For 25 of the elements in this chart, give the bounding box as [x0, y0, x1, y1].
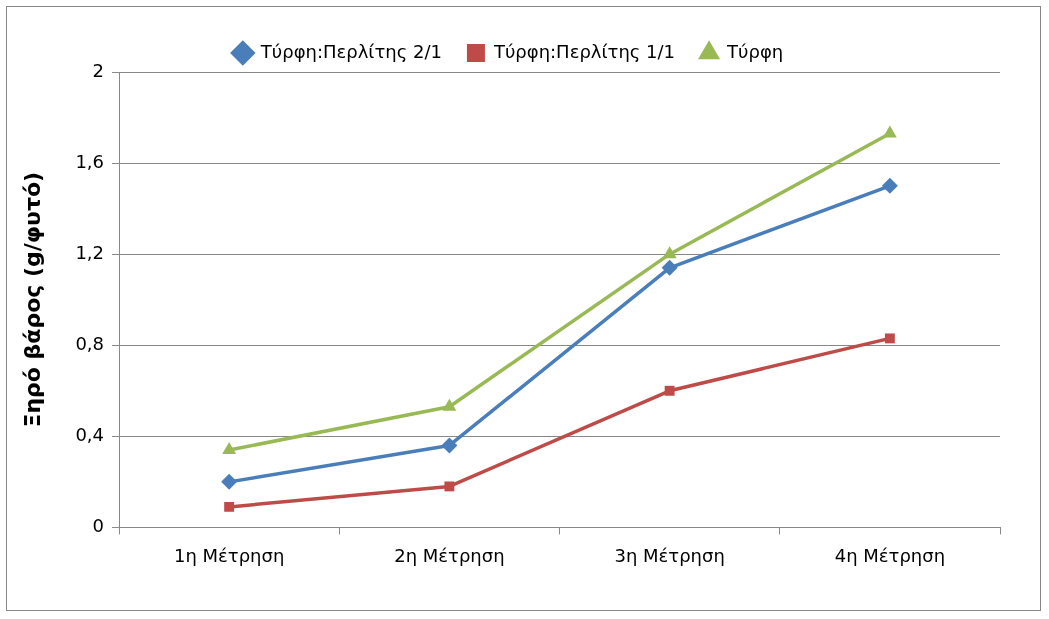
point [664, 385, 675, 396]
point [224, 501, 235, 512]
legend-label: Τύρφη:Περλίτης 2/1 [259, 40, 442, 62]
y-tick-label: 0 [92, 515, 105, 537]
x-tick-label: 3η Μέτρηση [614, 544, 725, 566]
legend-label: Τύρφη:Περλίτης 1/1 [492, 40, 676, 62]
point [221, 473, 238, 490]
y-tick-label: 1,6 [75, 150, 105, 172]
legend-label: Τύρφη [726, 40, 784, 62]
y-tick-label: 1,2 [75, 241, 105, 263]
point [662, 246, 677, 259]
point [661, 259, 678, 276]
point [882, 125, 897, 138]
point [881, 177, 898, 194]
y-tick-label: 0,8 [75, 332, 105, 354]
point [884, 333, 895, 344]
x-tick-label: 2η Μέτρηση [394, 544, 505, 566]
point [441, 437, 458, 454]
point [444, 481, 455, 492]
x-tick-label: 4η Μέτρηση [834, 544, 946, 566]
point [442, 398, 457, 411]
y-tick-label: 0,4 [75, 423, 105, 445]
y-tick-label: 2 [92, 59, 105, 81]
y-axis-title: Ξηρό βάρος (g/φυτό) [19, 171, 45, 428]
x-tick-label: 1η Μέτρηση [173, 544, 285, 566]
